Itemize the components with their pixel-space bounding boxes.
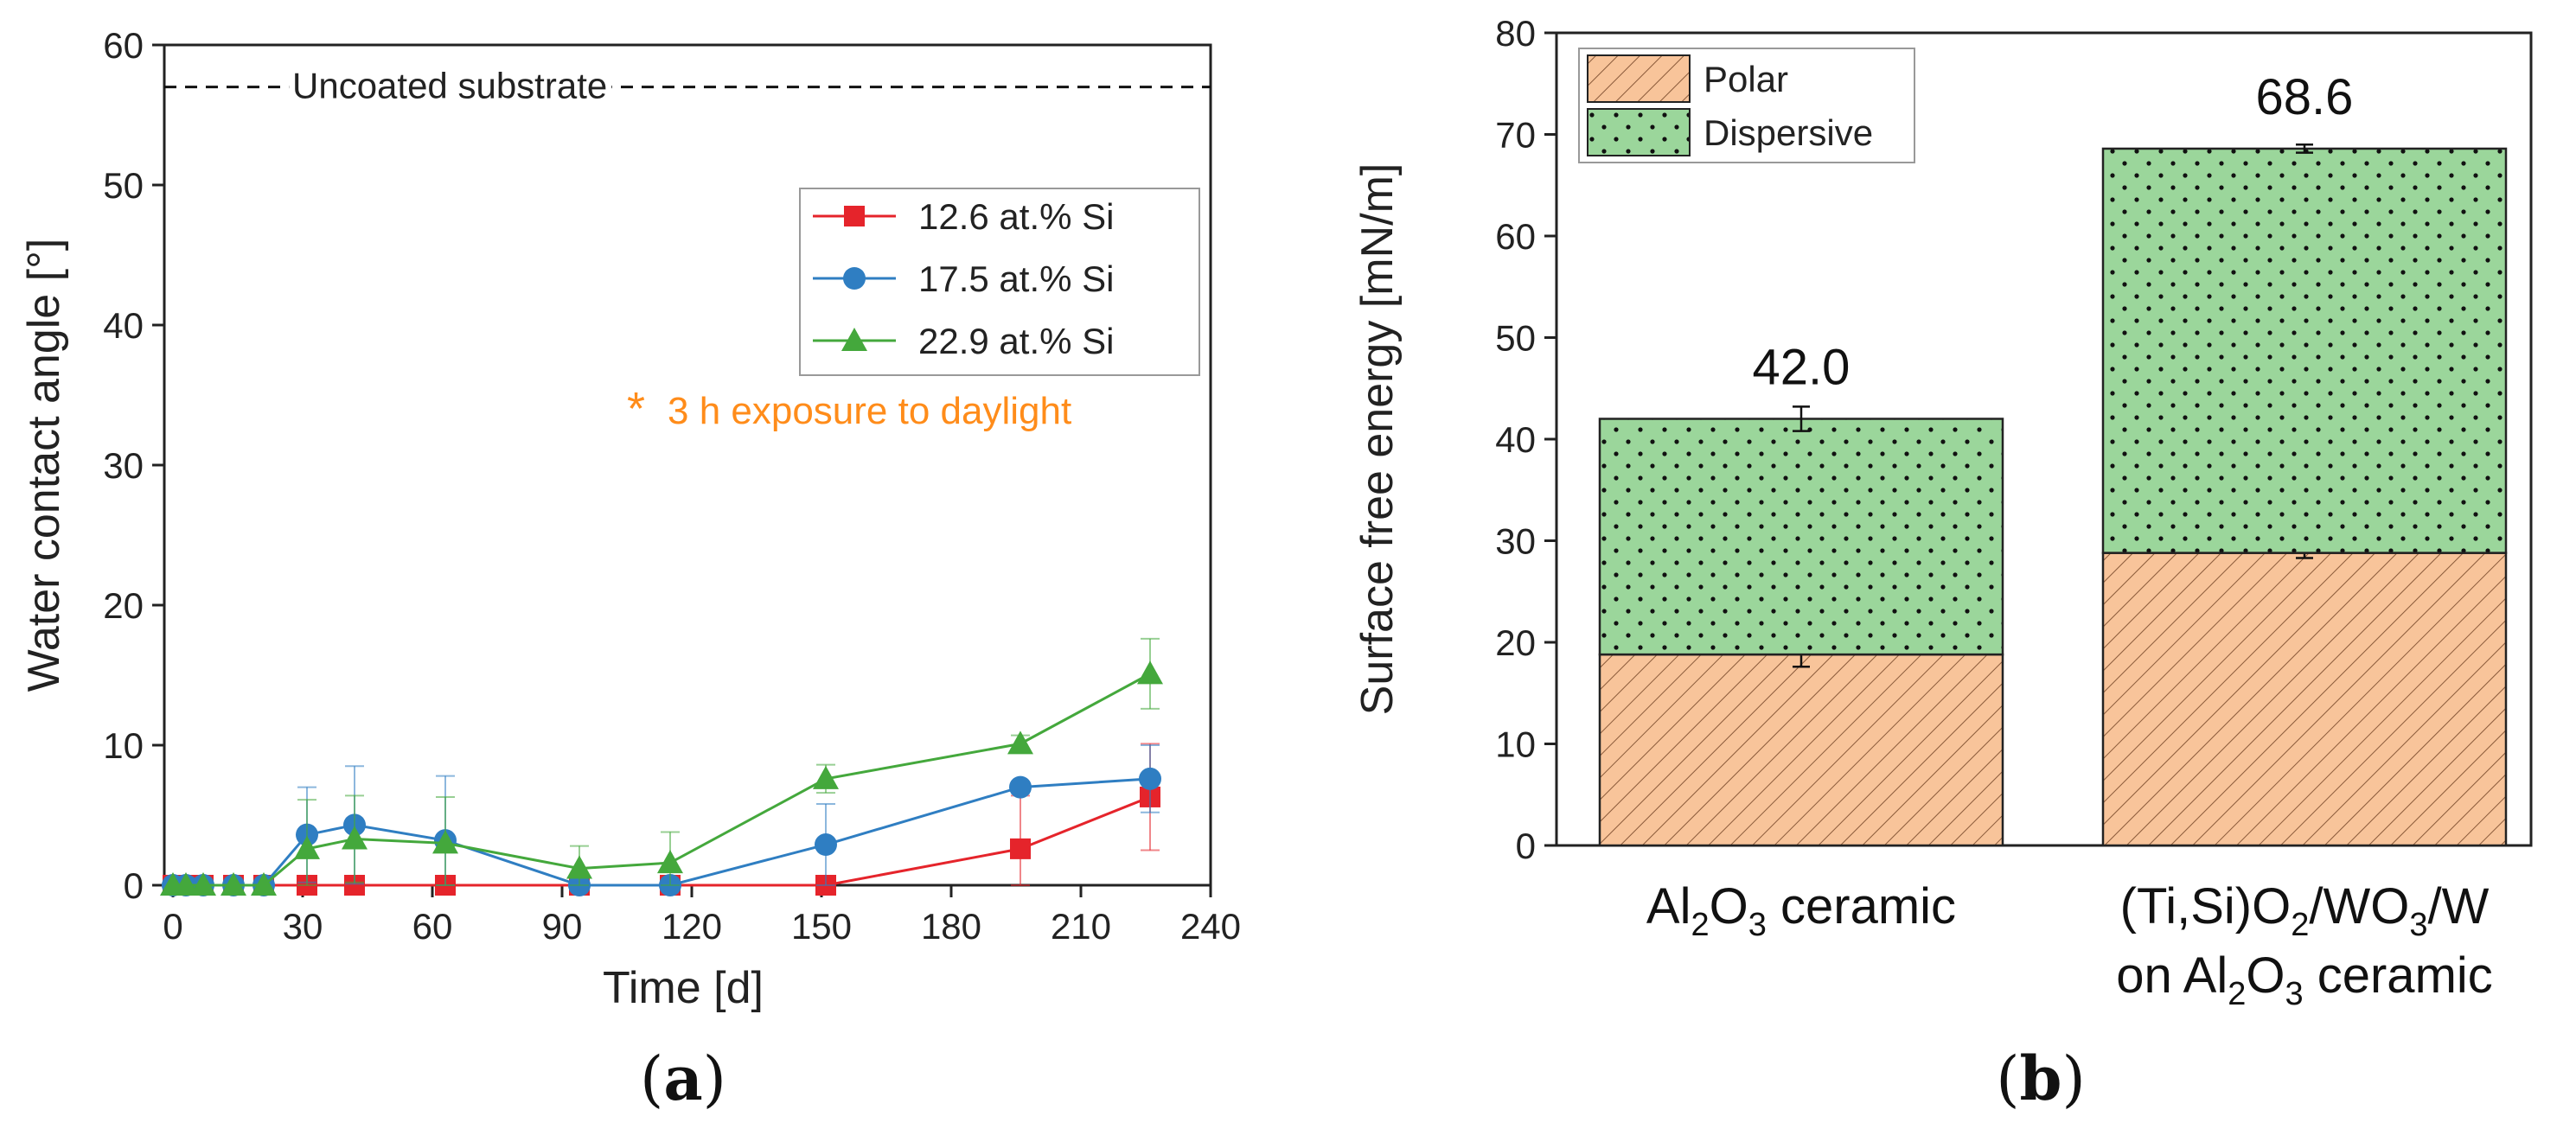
data-point [1010, 838, 1031, 859]
panel-b-category-labels: Al2O3 ceramic (Ti,Si)O2/WO3/Won Al2O3 cer… [1646, 878, 2493, 1012]
data-point [813, 765, 839, 789]
legend-label: 12.6 at.% Si [918, 196, 1114, 237]
data-point [342, 826, 368, 850]
y-tick-label: 60 [1495, 216, 1536, 257]
panel-a-data [160, 637, 1163, 896]
legend-label: 22.9 at.% Si [918, 321, 1114, 361]
x-tick-label: 120 [662, 906, 722, 947]
label-part: Al [1646, 878, 1691, 934]
legend-marker [843, 267, 866, 290]
legend-marker [841, 328, 867, 351]
legend-swatch-pattern [1587, 54, 1691, 103]
subscript: 3 [2285, 976, 2303, 1012]
y-axis-title: Water contact angle [°] [19, 239, 69, 692]
panel-a-legend: 12.6 at.% Si 17.5 at.% Si 22.9 at.% Si [813, 196, 1114, 361]
x-tick-label: 150 [791, 906, 852, 947]
legend-label: Polar [1703, 59, 1788, 99]
bar-segment-pattern [2101, 147, 2508, 554]
series-line [173, 673, 1151, 887]
x-tick-label: 30 [283, 906, 323, 947]
label-part: ceramic [2304, 947, 2493, 1004]
y-tick-label: 30 [103, 445, 144, 486]
y-axis-title: Surface free energy [mN/m] [1352, 163, 1403, 716]
category-label: (Ti,Si)O2/WO3/W [2120, 878, 2490, 943]
uncoated-substrate-label: Uncoated substrate [292, 66, 607, 106]
label-part: /W [2428, 878, 2490, 934]
legend-marker [844, 206, 865, 226]
data-point [1137, 660, 1163, 685]
data-point [566, 855, 592, 879]
y-tick-label: 70 [1495, 115, 1536, 156]
subscript: 2 [2291, 907, 2309, 943]
data-point [173, 872, 199, 896]
data-point [190, 872, 216, 896]
x-tick-label: 240 [1180, 906, 1241, 947]
y-tick-label: 0 [1516, 826, 1536, 866]
data-point [251, 872, 277, 896]
category-label: Al2O3 ceramic [1646, 878, 1956, 943]
panel-a-label: (a) [640, 1043, 726, 1114]
subscript: 2 [1691, 907, 1710, 943]
series-circle [162, 744, 1161, 896]
label-part: ceramic [1767, 878, 1956, 934]
y-tick-label: 80 [1495, 13, 1536, 54]
label-part: on Al [2116, 947, 2228, 1004]
x-tick-label: 180 [921, 906, 981, 947]
data-point [1139, 767, 1161, 790]
legend-label: Dispersive [1703, 112, 1873, 153]
subscript: 2 [2228, 976, 2246, 1012]
data-point [221, 872, 246, 896]
data-point [815, 833, 837, 857]
x-tick-label: 210 [1051, 906, 1111, 947]
bar-segment-pattern [1598, 653, 2004, 847]
data-point [657, 850, 683, 874]
y-tick-label: 50 [1495, 318, 1536, 359]
panel-b-bars: 42.0 68.6 [1598, 69, 2508, 847]
asterisk-icon: * [627, 383, 645, 435]
label-part: /WO [2309, 878, 2409, 934]
y-tick-label: 40 [1495, 419, 1536, 460]
bar-segment-pattern [2101, 552, 2508, 847]
subscript: 3 [2409, 907, 2427, 943]
y-tick-label: 50 [103, 165, 144, 206]
y-tick-label: 60 [103, 25, 144, 66]
label-part: (Ti,Si)O [2120, 878, 2292, 934]
data-point [1007, 730, 1033, 755]
label-part: O [1710, 878, 1748, 934]
label-part: O [2246, 947, 2285, 1004]
bar-total-label: 68.6 [2256, 69, 2354, 125]
bar-segment-pattern [1598, 418, 2004, 656]
panel-b-axes: 0 10 20 30 40 50 60 70 80 [1495, 13, 1556, 866]
subscript: 3 [1748, 907, 1767, 943]
y-tick-label: 0 [124, 865, 144, 906]
legend-label: 17.5 at.% Si [918, 258, 1114, 299]
y-tick-label: 30 [1495, 521, 1536, 562]
panel-b-label: (b) [1996, 1043, 2086, 1114]
series-triangle [160, 637, 1163, 896]
y-tick-label: 40 [103, 305, 144, 346]
x-tick-label: 90 [542, 906, 583, 947]
panel-a-line-chart: Uncoated substrate 0 30 60 90 120 150 180 210 24… [19, 25, 1241, 1114]
legend-box [799, 188, 1200, 376]
x-axis-title: Time [d] [603, 963, 764, 1013]
y-tick-label: 20 [103, 585, 144, 626]
data-point [1009, 775, 1032, 799]
legend-swatch-pattern [1587, 108, 1691, 156]
y-tick-label: 10 [1495, 724, 1536, 765]
category-label: on Al2O3 ceramic [2116, 947, 2493, 1012]
panel-a-axes: 0 30 60 90 120 150 180 210 240 0 10 20 30 40 50 60 [103, 25, 1241, 947]
x-tick-label: 0 [163, 906, 182, 947]
y-tick-label: 20 [1495, 622, 1536, 663]
data-point [432, 830, 458, 854]
bar-total-label: 42.0 [1753, 340, 1851, 396]
panel-b-bar-chart: 0 10 20 30 40 50 60 70 80 42.0 68.6 Polar Dispersi… [1352, 13, 2533, 1114]
plot-frame [163, 43, 1212, 887]
data-point [294, 835, 320, 859]
x-tick-label: 60 [412, 906, 453, 947]
annotation-text: 3 h exposure to daylight [668, 390, 1071, 432]
y-tick-label: 10 [103, 725, 144, 766]
panel-b-legend: Polar Dispersive [1587, 54, 1873, 156]
